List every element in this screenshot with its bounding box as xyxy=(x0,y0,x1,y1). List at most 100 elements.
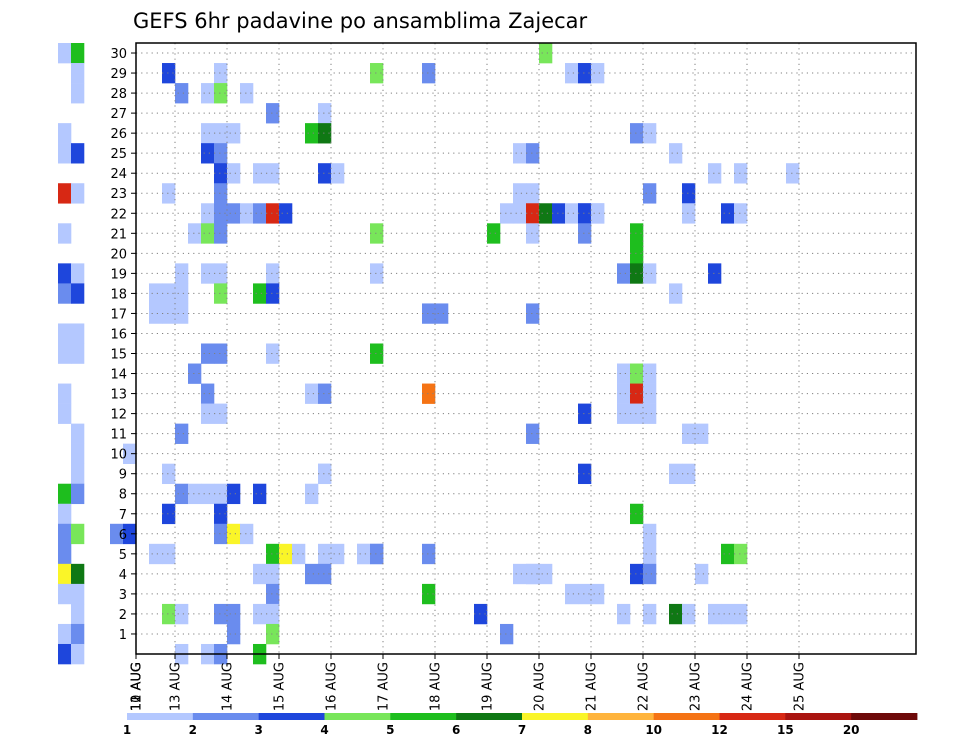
heatmap-cell xyxy=(500,623,514,645)
heatmap-cell xyxy=(58,383,72,404)
y-tick-label: 9 xyxy=(119,468,127,483)
heatmap-cell xyxy=(591,203,605,224)
heatmap-cell xyxy=(58,543,72,565)
heatmap-cell xyxy=(305,123,319,144)
heatmap-cell xyxy=(279,203,293,224)
plot-frame xyxy=(135,42,917,655)
colorbar-label: 3 xyxy=(254,723,262,737)
heatmap-cell xyxy=(162,183,176,204)
heatmap-cell xyxy=(643,403,657,424)
heatmap-cell xyxy=(71,283,85,304)
heatmap-cell xyxy=(71,483,85,505)
heatmap-cell xyxy=(526,223,540,244)
heatmap-cell xyxy=(630,563,644,585)
heatmap-cell xyxy=(422,583,436,605)
heatmap-cell xyxy=(188,363,202,384)
heatmap-cell xyxy=(175,83,189,104)
heatmap-cell xyxy=(630,223,644,244)
y-tick-label: 8 xyxy=(119,488,127,503)
colorbar-label: 7 xyxy=(518,723,526,737)
heatmap-cell xyxy=(175,283,189,304)
heatmap-cell xyxy=(175,303,189,324)
heatmap-cell xyxy=(110,523,124,545)
heatmap-cell xyxy=(201,203,215,224)
heatmap-cell xyxy=(58,563,72,585)
heatmap-cell xyxy=(214,603,228,625)
heatmap-cell xyxy=(266,343,280,364)
x-tick-label: 13 AUG xyxy=(169,662,184,711)
heatmap-cell xyxy=(162,63,176,84)
x-tick-label: 21 AUG xyxy=(585,662,600,711)
heatmap-cell xyxy=(201,343,215,364)
heatmap-cell xyxy=(617,603,631,625)
colorbar-label: 4 xyxy=(320,723,328,737)
y-tick-label: 28 xyxy=(110,87,127,102)
heatmap-cell xyxy=(682,203,696,224)
y-tick-label: 12 xyxy=(110,408,127,423)
heatmap-cell xyxy=(214,263,228,284)
heatmap-cell xyxy=(734,203,748,224)
y-tick-label: 23 xyxy=(110,187,127,202)
heatmap-cell xyxy=(58,483,72,505)
heatmap-cell xyxy=(214,283,228,304)
y-tick-label: 30 xyxy=(110,47,127,62)
heatmap-cell xyxy=(214,63,228,84)
heatmap-cell xyxy=(318,103,332,124)
heatmap-cell xyxy=(227,483,241,505)
y-tick-label: 1 xyxy=(119,628,127,643)
x-tick-label: 24 AUG xyxy=(741,662,756,711)
heatmap-cell xyxy=(435,303,449,324)
heatmap-cell xyxy=(201,143,215,164)
heatmap-cell xyxy=(370,63,384,84)
heatmap-cell xyxy=(630,403,644,424)
x-tick-label: 19 AUG xyxy=(481,662,496,711)
heatmap-cell xyxy=(734,603,748,625)
heatmap-cell xyxy=(526,143,540,164)
heatmap-cell xyxy=(526,423,540,444)
heatmap-cell xyxy=(253,483,267,505)
y-tick-label: 6 xyxy=(119,528,127,543)
heatmap-cell xyxy=(123,523,137,545)
heatmap-cell xyxy=(162,463,176,485)
heatmap-cell xyxy=(71,583,85,605)
heatmap-cell xyxy=(695,563,709,585)
heatmap-cell xyxy=(565,583,579,605)
y-tick-label: 10 xyxy=(110,448,127,463)
heatmap-cell xyxy=(266,563,280,585)
y-tick-label: 3 xyxy=(119,588,127,603)
heatmap-cell xyxy=(58,583,72,605)
heatmap-cell xyxy=(227,603,241,625)
heatmap-cell xyxy=(305,483,319,505)
heatmap-cell xyxy=(162,543,176,565)
heatmap-cell xyxy=(71,263,85,284)
heatmap-cell xyxy=(630,383,644,404)
y-tick-label: 7 xyxy=(119,508,127,523)
heatmap-cell xyxy=(734,163,748,184)
heatmap-cell xyxy=(71,463,85,485)
colorbar-label: 12 xyxy=(711,723,728,737)
y-tick-label: 27 xyxy=(110,107,127,122)
heatmap-cell xyxy=(214,143,228,164)
heatmap-cell xyxy=(58,503,72,525)
heatmap-cell xyxy=(682,603,696,625)
heatmap-cell xyxy=(162,503,176,525)
heatmap-cell xyxy=(565,203,579,224)
heatmap-cell xyxy=(149,283,163,304)
heatmap-cell xyxy=(162,283,176,304)
heatmap-cell xyxy=(643,383,657,404)
heatmap-cell xyxy=(71,603,85,625)
heatmap-cell xyxy=(58,223,72,244)
heatmap-cell xyxy=(643,363,657,384)
heatmap-cell xyxy=(643,123,657,144)
heatmap-cell xyxy=(266,603,280,625)
colorbar-label: 15 xyxy=(777,723,794,737)
heatmap-cell xyxy=(214,403,228,424)
heatmap-cell xyxy=(71,443,85,464)
heatmap-cell xyxy=(71,563,85,585)
heatmap-cell xyxy=(71,343,85,364)
x-tick-label: 14 AUG xyxy=(221,662,236,711)
heatmap-cell xyxy=(240,83,254,104)
heatmap-cell xyxy=(708,603,722,625)
heatmap-cell xyxy=(175,263,189,284)
x-tick-label: 17 AUG xyxy=(377,662,392,711)
